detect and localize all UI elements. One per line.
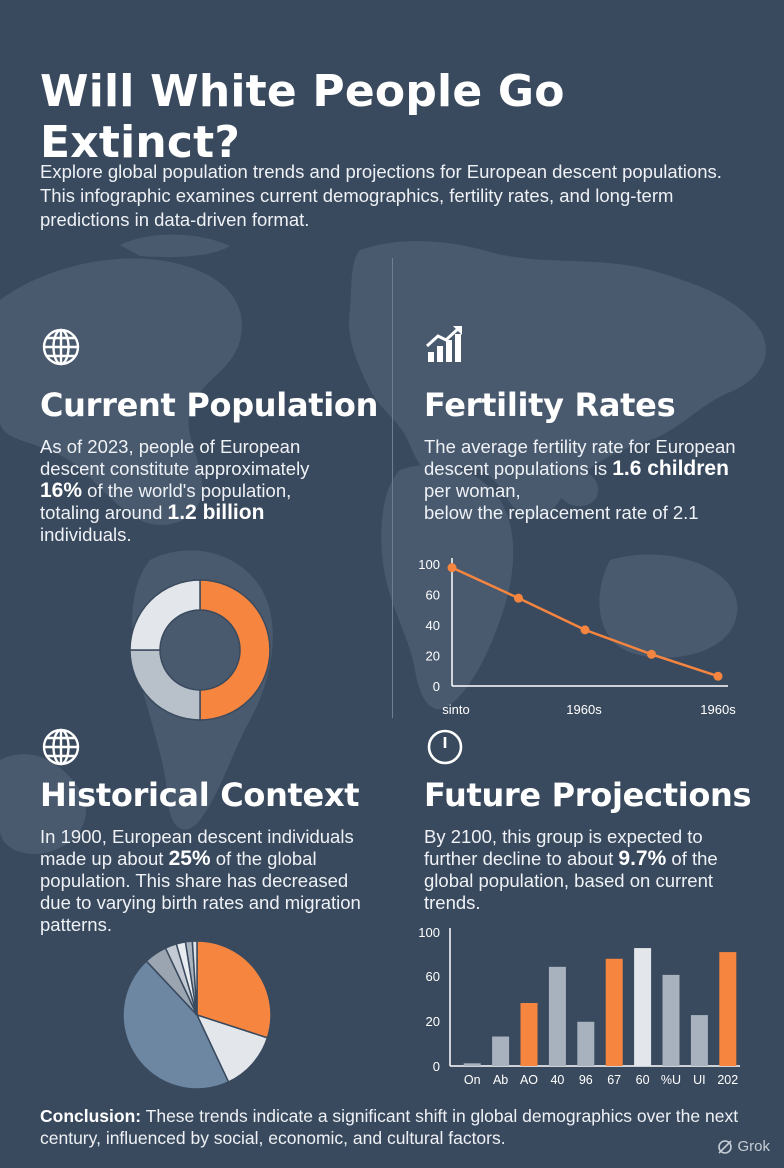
conclusion-body: These trends indicate a significant shif… — [40, 1106, 739, 1148]
x-tick-label: UI — [693, 1073, 706, 1087]
globe-icon — [42, 328, 80, 366]
highlight-count: 1.2 billion — [167, 501, 265, 524]
bar — [719, 952, 737, 1066]
bar — [492, 1036, 510, 1066]
bar — [690, 1015, 708, 1066]
text-part: individuals. — [40, 524, 132, 545]
fertility-rates-heading: Fertility Rates — [424, 386, 676, 424]
pie-slice-1 — [129, 649, 201, 721]
highlight-percent: 9.7% — [618, 847, 667, 870]
bar — [662, 974, 680, 1066]
highlight-percent: 25% — [168, 847, 211, 870]
intro-text: Explore global population trends and pro… — [40, 161, 722, 230]
projection-bar-chart: 100 60 20 0 On Ab AO 40 96 67 60 %U UI 202 — [418, 925, 740, 1087]
text-part: The average fertility rate for European … — [424, 436, 736, 479]
x-tick-label: 1960s — [700, 702, 736, 717]
fertility-rates-text: The average fertility rate for European … — [424, 436, 744, 524]
historical-context-text: In 1900, European descent individuals ma… — [40, 826, 380, 936]
x-tick-label: 96 — [579, 1073, 593, 1087]
text-part: per woman, — [424, 480, 521, 501]
y-tick-label: 40 — [426, 618, 440, 633]
x-tick-label: %U — [661, 1073, 681, 1087]
bar — [605, 958, 623, 1066]
x-tick-label: 60 — [636, 1073, 650, 1087]
pie-slice-7 — [191, 940, 198, 1016]
y-tick-label: 60 — [426, 969, 440, 984]
clock-icon — [427, 729, 463, 765]
bar — [634, 948, 652, 1066]
highlight-percent: 16% — [40, 479, 83, 502]
future-projections-heading: Future Projections — [424, 776, 752, 814]
bar — [548, 966, 566, 1066]
text-part: below the replacement rate of 2.1 — [424, 502, 699, 523]
conclusion-label: Conclusion: — [40, 1106, 142, 1126]
globe-icon — [42, 728, 80, 766]
line-point — [514, 593, 523, 603]
pie-slice-0 — [199, 579, 271, 721]
bar — [577, 1021, 595, 1066]
text-part: By 2100, this group is expected to furth… — [424, 826, 703, 869]
pie-slice-2 — [122, 959, 230, 1090]
x-tick-label: AO — [520, 1073, 538, 1087]
current-population-heading: Current Population — [40, 386, 379, 424]
pie-slice-2 — [129, 579, 201, 651]
fertility-line — [451, 566, 719, 678]
x-tick-label: 67 — [607, 1073, 621, 1087]
y-tick-label: 0 — [433, 679, 440, 694]
x-tick-label: sinto — [442, 702, 469, 717]
text-part: of the world's population, totaling arou… — [40, 480, 292, 523]
historical-context-heading: Historical Context — [40, 776, 360, 814]
y-tick-label: 20 — [426, 1014, 440, 1029]
line-point — [447, 563, 457, 573]
column-divider — [392, 258, 393, 718]
y-tick-label: 0 — [433, 1059, 440, 1074]
future-projections-text: By 2100, this group is expected to furth… — [424, 826, 744, 914]
y-tick-label: 60 — [426, 588, 440, 603]
x-tick-label: 202 — [717, 1073, 738, 1087]
y-tick-label: 100 — [418, 925, 440, 940]
pie-slice-1 — [195, 1013, 269, 1083]
pie-slice-0 — [196, 940, 272, 1039]
grok-logo-icon — [718, 1139, 733, 1154]
line-point — [647, 649, 656, 659]
text-part: of the global population, based on curre… — [424, 848, 718, 913]
x-tick-label: 40 — [550, 1073, 564, 1087]
text-part: of the global population. This share has… — [40, 848, 361, 935]
x-tick-label: Ab — [493, 1073, 508, 1087]
text-part: In 1900, European descent individuals ma… — [40, 826, 354, 869]
y-tick-label: 100 — [418, 557, 440, 572]
current-population-text: As of 2023, people of European descent c… — [40, 436, 340, 546]
text-part: As of 2023, people of European descent c… — [40, 436, 310, 479]
highlight-fertility: 1.6 children — [612, 457, 729, 480]
watermark-text: Grok — [737, 1138, 770, 1155]
x-tick-label: 1960s — [566, 702, 602, 717]
conclusion-text: Conclusion: These trends indicate a sign… — [40, 1105, 760, 1149]
bar — [463, 1063, 481, 1066]
watermark: Grok — [717, 1138, 770, 1155]
line-point — [713, 671, 723, 681]
trending-chart-icon — [425, 325, 462, 362]
population-donut-chart — [129, 579, 271, 721]
bar — [520, 1003, 538, 1066]
y-tick-label: 20 — [426, 649, 440, 664]
line-point — [580, 625, 590, 635]
x-tick-label: On — [464, 1073, 481, 1087]
page-title: Will White People Go Extinct? — [40, 66, 565, 168]
historical-pie-chart — [122, 940, 272, 1090]
